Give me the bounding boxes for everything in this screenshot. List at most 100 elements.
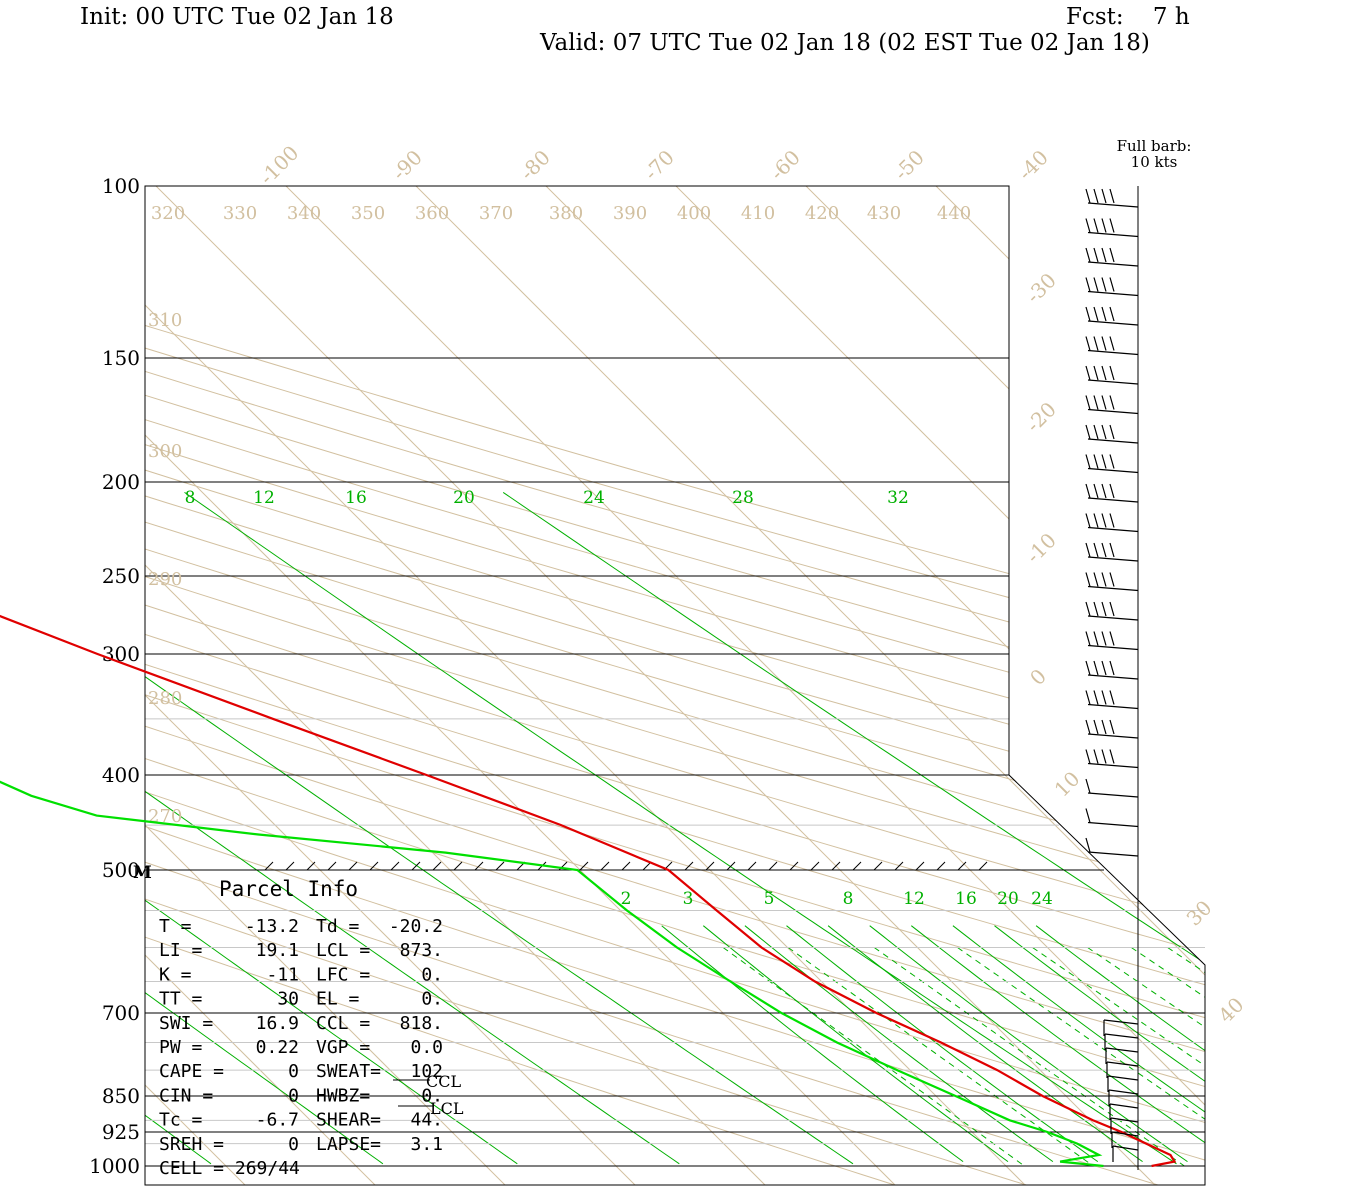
- tropopause-hatch: [390, 861, 400, 871]
- mixing-ratio-label: 20: [997, 889, 1019, 909]
- dry-adiabat-line: [145, 186, 1205, 1185]
- ccl-marker: CCL: [426, 1072, 461, 1091]
- mixing-ratio-label: 12: [903, 889, 925, 909]
- wind-barb-flag: [1085, 454, 1091, 469]
- wind-barb: [1087, 792, 1139, 798]
- wind-barb-flag: [1109, 188, 1115, 204]
- parcel-value: 818.: [400, 1013, 443, 1034]
- tropopause-hatch: [306, 861, 316, 871]
- parcel-value: -20.2: [389, 916, 443, 937]
- wind-barb-flag: [1085, 660, 1091, 676]
- wind-barb-flag: [1085, 808, 1091, 823]
- mixing-ratio-label: 8: [185, 488, 196, 508]
- parcel-label: Td =: [316, 916, 360, 937]
- wind-barb-flag: [1109, 601, 1115, 617]
- tropopause-hatch: [873, 861, 883, 871]
- isotherm-label: 40: [1214, 993, 1249, 1028]
- pressure-label: 1000: [89, 1154, 140, 1178]
- tropopause-hatch: [411, 861, 421, 871]
- parcel-value: 0.: [421, 964, 443, 985]
- isotherm-line: [145, 186, 248, 1185]
- wind-barb-flag: [1109, 483, 1115, 499]
- wind-barb-flag: [1093, 719, 1099, 735]
- parcel-label: LI =: [159, 940, 203, 961]
- wind-barb: [1087, 526, 1139, 533]
- parcel-label: K =: [159, 964, 192, 985]
- theta-label: 290: [148, 569, 182, 590]
- wind-barb-flag: [1093, 513, 1099, 528]
- moist-adiabat-line: [994, 925, 1205, 1163]
- mixing-ratio-label: 8: [843, 889, 854, 909]
- wind-barb: [1087, 438, 1139, 444]
- tropopause-hatch: [453, 861, 463, 871]
- tropopause-hatch: [285, 861, 295, 871]
- pressure-label: 925: [102, 1120, 140, 1144]
- wind-barb-flag: [1109, 542, 1115, 558]
- mixing-ratio-label: 28: [732, 488, 754, 508]
- wind-barb: [1087, 851, 1139, 857]
- wind-barb-flag: [1085, 631, 1091, 646]
- wind-barb-flag: [1093, 690, 1099, 705]
- mixing-ratio-line: [1032, 947, 1205, 1167]
- moist-adiabat-line: [910, 925, 1205, 1163]
- wind-barb: [1087, 231, 1139, 238]
- parcel-label: SREH =: [159, 1134, 224, 1155]
- wind-barb-flag: [1093, 572, 1099, 587]
- parcel-value: 16.9: [256, 1013, 299, 1034]
- parcel-value: 0: [288, 1085, 299, 1106]
- wind-barb-flag: [1093, 542, 1099, 558]
- theta-label: 360: [415, 203, 449, 224]
- tropopause-hatch: [474, 861, 484, 871]
- wind-barb: [1105, 1047, 1139, 1053]
- parcel-label: SWEAT=: [316, 1061, 381, 1082]
- wind-barb-flag: [1101, 572, 1107, 587]
- wind-barb-flag: [1085, 424, 1091, 440]
- tropopause-hatch: [264, 861, 274, 871]
- wind-barb-flag: [1101, 424, 1107, 440]
- dewpoint-line: [0, 780, 1104, 1168]
- wind-barb-flag: [1101, 306, 1107, 322]
- wind-barb: [1109, 1103, 1139, 1109]
- wind-barb-flag: [1093, 306, 1099, 322]
- dry-adiabat-line: [145, 186, 1205, 1185]
- theta-label: 420: [805, 203, 839, 224]
- parcel-label: EL =: [316, 989, 360, 1010]
- saturated-adiabat-line: [502, 491, 1205, 1165]
- wind-barb-flag: [1101, 601, 1107, 617]
- dry-adiabat-line: [145, 186, 1205, 1185]
- pressure-label: 150: [102, 346, 140, 370]
- mixing-ratio-label: 24: [1031, 889, 1053, 909]
- dry-adiabat-line: [145, 186, 1205, 1185]
- theta-label: 310: [148, 310, 182, 331]
- parcel-label: HWBZ=: [316, 1085, 370, 1106]
- wind-barb-flag: [1109, 277, 1115, 292]
- wind-barb-flag: [1101, 483, 1107, 499]
- theta-label: 390: [613, 203, 647, 224]
- pressure-lines: [145, 185, 1205, 1167]
- dry-adiabat-line: [145, 186, 1205, 1185]
- parcel-label: SHEAR=: [316, 1110, 381, 1131]
- level-marker: M: [133, 863, 152, 883]
- chart-frame: [144, 185, 1206, 1186]
- parcel-label: LFC =: [316, 964, 370, 985]
- parcel-value: 3.1: [410, 1134, 443, 1155]
- wind-barb: [1106, 1061, 1139, 1067]
- dry-adiabat-line: [145, 186, 903, 1185]
- isotherm-line: [0, 186, 117, 1187]
- dry-adiabat-line: [145, 186, 1205, 1185]
- mixing-ratio-label: 20: [453, 488, 475, 508]
- wind-barb: [1087, 556, 1139, 562]
- dry-adiabat-line: [145, 186, 1205, 1185]
- wind-barb-flag: [1093, 395, 1099, 410]
- parcel-label: TT =: [159, 989, 203, 1010]
- tropopause-hatch: [495, 861, 505, 871]
- isotherm-label: -30: [1021, 268, 1061, 308]
- parcel-value: -6.7: [256, 1110, 299, 1131]
- wind-barb-flag: [1109, 513, 1115, 528]
- wind-barb-flag: [1093, 660, 1099, 676]
- wind-barb: [1087, 261, 1139, 267]
- wind-barb: [1087, 379, 1139, 385]
- isotherm-line: [145, 186, 378, 1185]
- wind-barb-flag: [1101, 542, 1107, 558]
